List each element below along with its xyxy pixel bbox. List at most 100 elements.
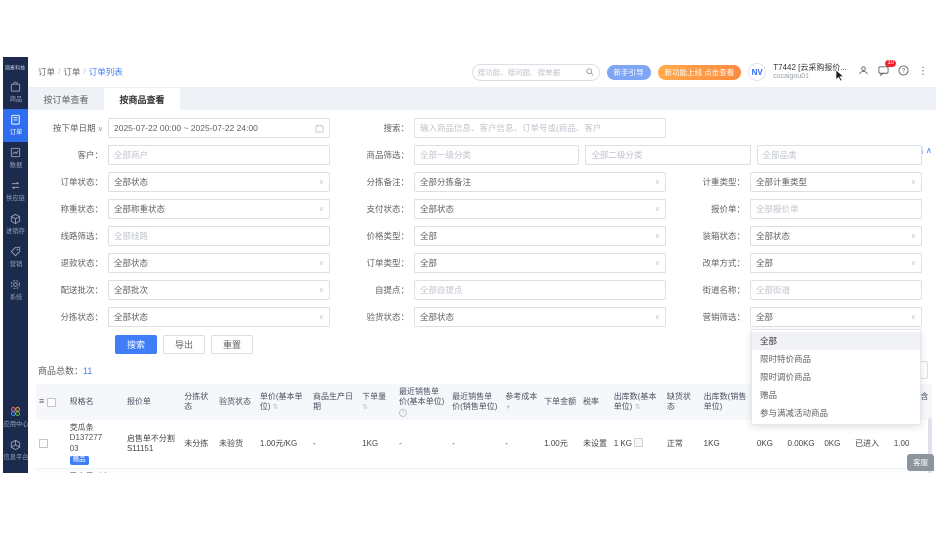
filter-buttons: 搜索 导出 重置 xyxy=(115,335,928,354)
filter-label: 营销筛选： xyxy=(702,312,745,322)
order-type-field[interactable]: 全部 ∨ xyxy=(414,253,666,273)
account-info[interactable]: T7442 [云采购报价... cucaigou01 xyxy=(773,63,847,80)
support-floating-tag[interactable]: 客服 xyxy=(907,454,934,471)
goods-filter-input-2[interactable]: 全部二级分类 xyxy=(585,145,751,165)
tab-active[interactable]: 按商品查看 xyxy=(104,88,180,110)
column-header: 验货状态 xyxy=(215,384,257,420)
cell: 1 KG xyxy=(610,420,664,470)
dropdown-option[interactable]: 限时特价商品 xyxy=(760,354,812,364)
dropdown-option[interactable]: 参与满减活动商品 xyxy=(760,408,829,418)
column-header: 出库数(销售单位) xyxy=(700,384,754,420)
keyword-search-field[interactable]: 输入商品信息、客户信息、订单号或(商品、客户 xyxy=(414,118,666,138)
weight-type-field[interactable]: 全部计重类型 ∨ xyxy=(750,172,922,192)
price-type-field[interactable]: 全部 ∨ xyxy=(414,226,666,246)
cell: 已进入 xyxy=(852,420,891,470)
reset-button[interactable]: 重置 xyxy=(211,335,254,354)
filter-icon[interactable]: ▼ xyxy=(505,404,512,411)
more-menu-icon[interactable]: ⋮ xyxy=(918,66,928,77)
route-filter-field[interactable]: 全部线路 xyxy=(108,226,330,246)
filter-label: 验货状态： xyxy=(366,312,409,322)
order-status-field[interactable]: 全部状态 ∨ xyxy=(108,172,330,192)
dropdown-option[interactable]: 赠品 xyxy=(760,390,778,400)
filter-marketing-filter: 营销筛选： 全部 ∨ 全部 限时特价商品 限时调价商品 赠品 参与满减活动商品 xyxy=(672,307,922,425)
customer-filter-field[interactable]: 全部商户 xyxy=(108,145,330,165)
cell: 未验货 xyxy=(215,468,257,473)
sort-icon[interactable]: ⇅ xyxy=(362,403,369,411)
filter-label: 自提点： xyxy=(374,285,409,295)
table-vertical-scrollbar[interactable] xyxy=(928,418,932,473)
dropdown-option[interactable]: 全部 xyxy=(752,332,920,350)
street-name-field[interactable]: 全部街道 xyxy=(750,280,922,300)
filter-label: 称重状态： xyxy=(60,204,103,214)
column-header: 最近销售单价(基本单位) i xyxy=(395,384,450,420)
sort-icon[interactable]: ⇅ xyxy=(634,403,641,411)
sidebar-item-goods[interactable]: 商品 xyxy=(3,76,28,109)
sidebar-item-data[interactable]: 数据 xyxy=(3,142,28,175)
sorting-status-field[interactable]: 全部状态 ∨ xyxy=(108,307,330,327)
customer-service-icon[interactable] xyxy=(858,65,869,79)
delivery-batch-field[interactable]: 全部批次 ∨ xyxy=(108,280,330,300)
filter-modify-mode: 改单方式： 全部 ∨ xyxy=(672,253,922,273)
sidebar-item-inventory[interactable]: 进销存 xyxy=(3,208,28,241)
quote-filter-field[interactable]: 全部报价单 xyxy=(750,199,922,219)
sorting-remark-field[interactable]: 全部分拣备注 ∨ xyxy=(414,172,666,192)
column-header[interactable]: 下单量 ⇅ xyxy=(359,384,396,420)
sidebar-item-apps[interactable]: 应用中心 xyxy=(3,401,28,434)
select-all-checkbox[interactable] xyxy=(47,397,57,407)
order-date-range-field[interactable]: 2025-07-22 00:00 ~ 2025-07-22 24:00 xyxy=(108,118,330,138)
cell: 启售单不分割S11151 xyxy=(123,420,182,470)
tab-inactive[interactable]: 按订单查看 xyxy=(43,94,89,105)
newbie-guide-button[interactable]: 新手引导 xyxy=(606,64,651,80)
breadcrumb-item: 订单列表 xyxy=(88,67,123,77)
supply-icon xyxy=(11,181,20,190)
filter-label: 退款状态： xyxy=(60,258,103,268)
breadcrumb-item[interactable]: 订单 xyxy=(63,67,81,77)
weigh-status-field[interactable]: 全部称重状态 ∨ xyxy=(108,199,330,219)
filter-label: 商品筛选： xyxy=(366,150,409,160)
column-header[interactable]: 出库数(基本单位) ⇅ xyxy=(610,384,664,420)
filter-label[interactable]: 按下单日期 ∨ xyxy=(53,123,103,133)
inspect-status-field[interactable]: 全部状态 ∨ xyxy=(414,307,666,327)
column-config-icon[interactable]: ≡ xyxy=(39,396,45,407)
info-icon[interactable]: i xyxy=(398,409,407,417)
marketing-filter-field[interactable]: 全部 ∨ 全部 限时特价商品 限时调价商品 赠品 参与满减活动商品 xyxy=(750,307,922,425)
sidebar-item-system[interactable]: 系统 xyxy=(3,274,28,307)
cell: 0.00KG xyxy=(784,468,822,473)
column-header: 商品生产日期 xyxy=(310,384,360,420)
row-checkbox[interactable] xyxy=(39,439,48,449)
column-header[interactable]: 单价(基本单位) ⇅ xyxy=(256,384,311,420)
sidebar-item-label: 供应链 xyxy=(6,195,25,202)
export-button[interactable]: 导出 xyxy=(163,335,206,354)
sort-icon[interactable]: ⇅ xyxy=(272,403,279,411)
boxing-status-field[interactable]: 全部状态 ∨ xyxy=(750,226,922,246)
search-button[interactable]: 搜索 xyxy=(115,335,158,354)
help-icon[interactable]: ? xyxy=(898,65,909,79)
pickup-point-field[interactable]: 全部自提点 xyxy=(414,280,666,300)
sidebar-item-platform[interactable]: 信息平台 xyxy=(3,434,28,467)
refund-status-field[interactable]: 全部状态 ∨ xyxy=(108,253,330,273)
messages-icon[interactable]: 10 xyxy=(878,60,896,79)
cell: 启售单不分割S11151 xyxy=(123,468,182,473)
column-header: 规格名 xyxy=(66,384,124,420)
promo-banner-button[interactable]: 新功能上线 点击查看 xyxy=(657,64,742,80)
filter-street-name: 街道名称： 全部街道 xyxy=(672,280,922,300)
goods-filter-input-3[interactable]: 全部品类 xyxy=(756,145,922,165)
cell: 未设置 xyxy=(580,420,611,470)
goods-filter-input-1[interactable]: 全部一级分类 xyxy=(414,145,580,165)
breadcrumb-item[interactable]: 订单 xyxy=(38,67,56,77)
goods-total: 商品总数：11 xyxy=(38,365,93,376)
cell: 未设置 xyxy=(580,468,611,473)
modify-mode-field[interactable]: 全部 ∨ xyxy=(750,253,922,273)
sidebar-item-supply[interactable]: 供应链 xyxy=(3,175,28,208)
filter-panel: 收起高级筛选 ∧ 按下单日期 ∨2025-07-22 00:00 ~ 2025-… xyxy=(28,110,936,425)
edit-outbound-icon[interactable] xyxy=(633,438,643,448)
filter-order-date-range: 按下单日期 ∨ 2025-07-22 00:00 ~ 2025-07-22 24:… xyxy=(30,118,330,138)
global-search-input[interactable]: 搜功能、搜问题、搜单据 xyxy=(471,63,600,81)
filter-goods-filter: 商品筛选： 全部一级分类 全部二级分类 全部品类 xyxy=(336,145,922,165)
dropdown-option[interactable]: 限时调价商品 xyxy=(760,372,812,382)
sidebar-item-orders[interactable]: 订单 xyxy=(3,109,28,142)
avatar[interactable]: NV xyxy=(748,63,767,81)
sidebar-item-marketing[interactable]: 营销 xyxy=(3,241,28,274)
column-header[interactable]: 参考成本 ▼ xyxy=(502,384,542,420)
pay-status-field[interactable]: 全部状态 ∨ xyxy=(414,199,666,219)
